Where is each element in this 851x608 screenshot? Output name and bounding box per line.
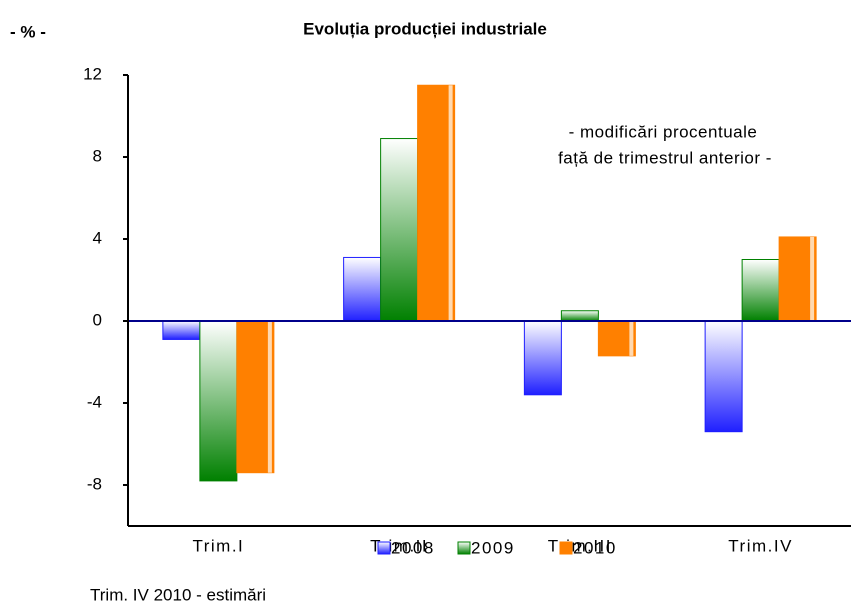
legend-label: 2009 [471, 538, 515, 557]
legend-swatch [457, 541, 471, 555]
bar [741, 259, 780, 322]
bar-highlight [810, 236, 815, 321]
legend-swatch [377, 541, 391, 555]
bar [380, 138, 419, 322]
annotation: față de trimestrul anterior - [558, 148, 772, 167]
y-tick-label: -4 [87, 392, 102, 411]
bar [704, 320, 743, 433]
unit-label: - % - [10, 22, 46, 41]
x-tick-label: Trim.I [192, 536, 244, 555]
y-tick-label: 12 [83, 64, 102, 83]
y-tick-label: 8 [93, 146, 102, 165]
legend-label: 2008 [391, 538, 435, 557]
bar-highlight [448, 85, 453, 321]
bar [778, 236, 817, 322]
bar-highlight [629, 321, 634, 356]
bar [199, 320, 238, 482]
x-tick-label: Trim.IV [728, 536, 793, 555]
footnote: Trim. IV 2010 - estimări [90, 585, 266, 604]
bar [236, 320, 275, 474]
bar [417, 84, 456, 322]
chart-title: Evoluția producției industriale [303, 19, 547, 38]
legend-label: 2010 [573, 538, 617, 557]
bar [523, 320, 562, 396]
legend-swatch [559, 541, 573, 555]
y-tick-label: 0 [93, 310, 102, 329]
bar [560, 310, 599, 322]
bar [162, 320, 201, 340]
bar-highlight [267, 321, 272, 473]
bar [343, 256, 382, 322]
y-tick-label: -8 [87, 474, 102, 493]
annotation: - modificări procentuale [569, 122, 758, 141]
y-tick-label: 4 [93, 228, 102, 247]
